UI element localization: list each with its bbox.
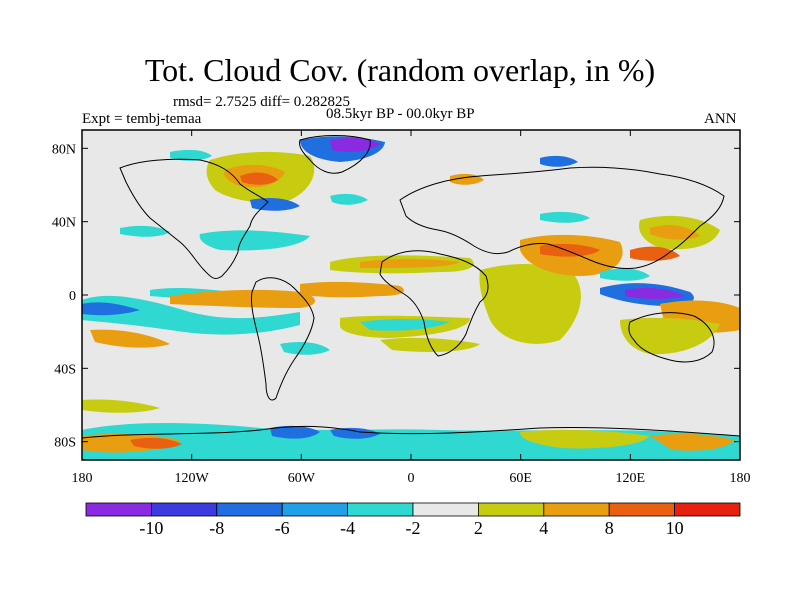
lat-tick-label: 40N bbox=[52, 216, 76, 231]
period-label: 08.5kyr BP - 00.0kyr BP bbox=[326, 106, 475, 122]
colorbar-swatch bbox=[412, 502, 479, 517]
colorbar-label: -2 bbox=[406, 518, 421, 538]
colorbar-label: -8 bbox=[209, 518, 224, 538]
lon-tick-label: 120E bbox=[616, 471, 646, 486]
lon-tick-label: 180 bbox=[72, 471, 93, 486]
lon-tick-label: 60W bbox=[288, 471, 316, 486]
colorbar-label: -10 bbox=[139, 518, 163, 538]
colorbar-swatch bbox=[150, 502, 218, 517]
colorbar-label: 10 bbox=[666, 518, 684, 538]
lon-tick-label: 180 bbox=[730, 471, 751, 486]
colorbar-label: -4 bbox=[340, 518, 355, 538]
anomaly-field bbox=[82, 136, 740, 460]
lat-tick-label: 40S bbox=[54, 362, 76, 377]
colorbar-swatch bbox=[281, 502, 349, 517]
colorbar-label: -6 bbox=[275, 518, 290, 538]
coastlines bbox=[82, 135, 740, 439]
lat-axis: 80N 40N 0 40S 80S bbox=[52, 142, 740, 451]
colorbar-label: 4 bbox=[539, 518, 548, 538]
stats-label: rmsd= 2.7525 diff= 0.282825 bbox=[173, 94, 351, 110]
colorbar-swatch bbox=[674, 502, 741, 517]
lon-tick-label: 0 bbox=[408, 471, 415, 486]
lat-tick-label: 80N bbox=[52, 142, 76, 157]
season-label: ANN bbox=[704, 111, 737, 127]
colorbar-swatch bbox=[347, 502, 414, 517]
lon-axis: 180 120W 60W 0 60E 120E 180 bbox=[72, 130, 751, 486]
figure-title: Tot. Cloud Cov. (random overlap, in %) bbox=[144, 52, 656, 88]
lat-tick-label: 0 bbox=[69, 289, 76, 304]
colorbar-label: 2 bbox=[474, 518, 483, 538]
colorbar-swatch bbox=[608, 502, 676, 517]
lon-tick-label: 120W bbox=[175, 471, 210, 486]
experiment-label: Expt = tembj-temaa bbox=[82, 111, 202, 127]
lon-tick-label: 60E bbox=[509, 471, 532, 486]
colorbar-swatch bbox=[477, 502, 545, 517]
colorbar-label: 8 bbox=[605, 518, 614, 538]
colorbar-swatch bbox=[85, 502, 152, 517]
colorbar-swatch bbox=[543, 502, 610, 517]
lat-tick-label: 80S bbox=[54, 436, 76, 451]
colorbar-swatch bbox=[216, 502, 283, 517]
colorbar: -10 -8 -6 -4 -2 2 4 8 10 bbox=[85, 502, 741, 538]
